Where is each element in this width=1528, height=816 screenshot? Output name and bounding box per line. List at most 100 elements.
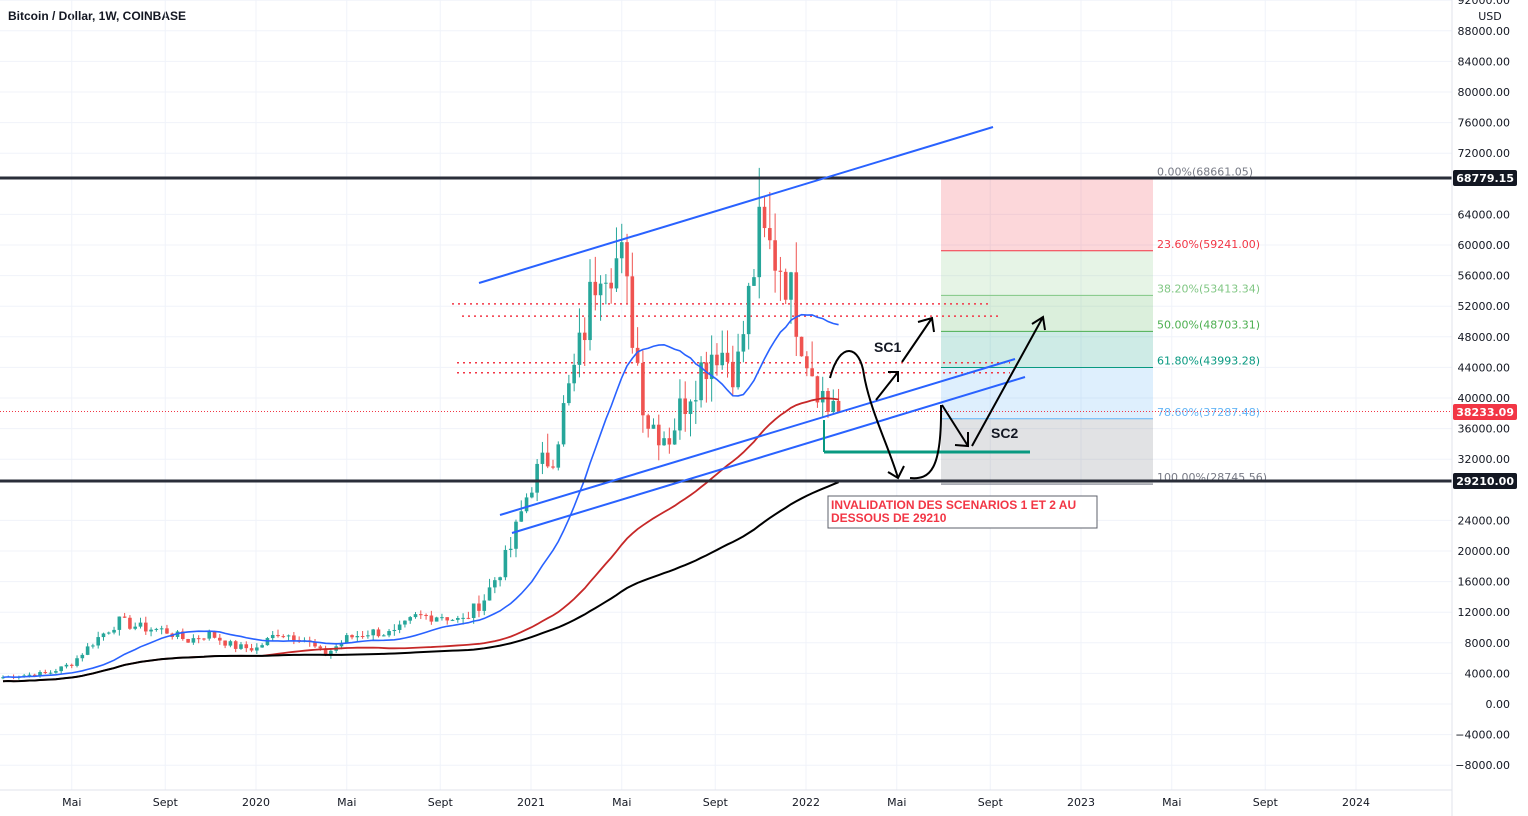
price-badge	[1453, 404, 1517, 420]
candle-body	[244, 644, 249, 649]
candle-body	[122, 616, 127, 618]
candle	[80, 653, 85, 662]
candle-body	[757, 206, 762, 278]
candle-body	[731, 361, 735, 388]
candle	[799, 336, 804, 357]
candle	[762, 196, 767, 238]
fib-zone	[941, 367, 1153, 419]
candle-body	[292, 635, 296, 641]
candle-body	[630, 276, 635, 348]
candle	[503, 545, 508, 581]
candle	[387, 628, 391, 638]
candle	[614, 227, 619, 292]
currency-label: USD	[1478, 10, 1502, 23]
fib-level-label: 23.60%(59241.00)	[1157, 238, 1260, 251]
candle-body	[59, 666, 63, 672]
candle-body	[656, 424, 661, 446]
candle	[381, 634, 386, 637]
candle-body	[54, 671, 58, 673]
candle	[244, 641, 249, 653]
x-tick-label: Mai	[612, 796, 631, 809]
candle-body	[117, 616, 122, 630]
candle	[122, 612, 127, 619]
price-badge-label: 29210.00	[1456, 475, 1514, 488]
candle-body	[69, 664, 74, 666]
scenario-curve	[829, 350, 899, 479]
candle-body	[487, 587, 492, 601]
candle-body	[392, 629, 397, 632]
candle	[709, 335, 714, 402]
candle-body	[128, 617, 132, 629]
candle	[588, 259, 592, 351]
candle	[604, 274, 608, 305]
x-tick-label: 2021	[517, 796, 545, 809]
y-tick-label: 16000.00	[1458, 576, 1511, 589]
candle	[736, 333, 740, 390]
candle	[598, 275, 603, 321]
candle-body	[524, 497, 529, 512]
candle	[313, 638, 317, 648]
ma-20-line	[2, 313, 839, 679]
candle-body	[783, 271, 788, 300]
candle	[688, 399, 693, 437]
candle-body	[323, 648, 328, 656]
candle-body	[641, 362, 645, 416]
candle	[831, 389, 836, 415]
candle	[143, 616, 148, 635]
candle-body	[355, 636, 360, 638]
candle	[239, 641, 243, 650]
candle	[403, 620, 407, 628]
candle	[741, 320, 746, 363]
candle-body	[112, 629, 116, 633]
x-tick-label: Mai	[1162, 796, 1181, 809]
y-tick-label: 40000.00	[1458, 392, 1511, 405]
x-tick-label: Sept	[978, 796, 1004, 809]
candle	[656, 414, 661, 461]
candle-body	[667, 438, 672, 445]
chart-title: Bitcoin / Dollar, 1W, COINBASE	[8, 9, 187, 23]
fib-level-label: 0.00%(68661.05)	[1157, 166, 1253, 179]
candle	[678, 379, 682, 440]
fib-level-label: 61.80%(43993.28)	[1157, 354, 1260, 367]
candle	[789, 271, 793, 324]
sc1-arrow-icon	[875, 371, 899, 401]
candle	[249, 643, 254, 653]
candle-body	[635, 347, 640, 363]
fib-level-label: 38.20%(53413.34)	[1157, 282, 1260, 295]
fib-zone	[941, 295, 1153, 332]
candle	[149, 627, 153, 637]
candle	[371, 628, 375, 641]
candle-body	[186, 638, 190, 643]
candle	[757, 167, 762, 299]
candle-body	[445, 617, 450, 621]
candle	[514, 519, 518, 558]
candle-body	[836, 400, 841, 412]
candle-body	[239, 644, 243, 649]
candle-body	[588, 281, 592, 341]
y-tick-label: 84000.00	[1458, 55, 1511, 68]
candle	[693, 380, 698, 424]
candle	[651, 418, 656, 429]
y-tick-label: −4000.00	[1455, 729, 1510, 742]
candle-body	[503, 549, 508, 578]
candle	[276, 629, 280, 638]
candle-body	[688, 401, 693, 415]
candle-body	[424, 614, 428, 616]
candle-body	[789, 272, 793, 300]
fib-zone	[941, 250, 1153, 296]
candle	[551, 459, 555, 470]
candle-body	[165, 628, 169, 634]
candle	[154, 627, 159, 632]
candle-body	[567, 383, 571, 404]
fib-level-label: 50.00%(48703.31)	[1157, 318, 1260, 331]
candle	[165, 624, 169, 635]
candle-body	[609, 282, 613, 289]
candle	[397, 620, 402, 634]
y-tick-label: 92000.00	[1458, 0, 1511, 7]
candle-body	[202, 638, 206, 640]
candle	[196, 635, 201, 644]
candle	[715, 343, 719, 376]
candle	[350, 634, 354, 640]
candle-body	[456, 618, 460, 620]
